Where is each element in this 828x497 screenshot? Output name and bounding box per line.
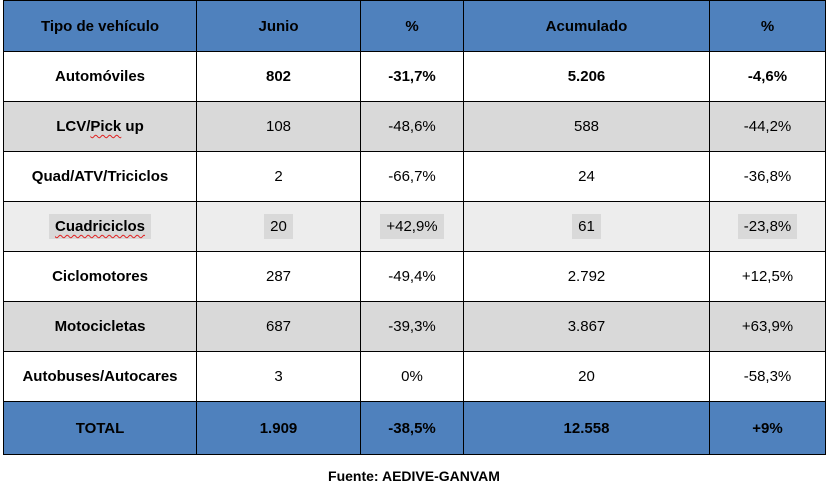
- june-cell: 20: [196, 201, 361, 252]
- cumulative-cell: 5.206: [463, 51, 710, 102]
- cumulative-percent-cell: +63,9%: [709, 301, 826, 352]
- cumulative-percent-cell: -4,6%: [709, 51, 826, 102]
- cumulative-cell: 24: [463, 151, 710, 202]
- header-june-percent: %: [360, 0, 464, 52]
- vehicle-sales-table: Tipo de vehículo Junio % Acumulado % Aut…: [3, 0, 826, 455]
- vehicle-type-cell: Motocicletas: [3, 301, 197, 352]
- total-cumulative-percent: +9%: [709, 401, 826, 455]
- june-cell: 3: [196, 351, 361, 402]
- june-percent-cell: +42,9%: [360, 201, 464, 252]
- june-value: 20: [264, 214, 293, 239]
- table-row: Motocicletas 687 -39,3% 3.867 +63,9%: [3, 301, 826, 352]
- table-row: Autobuses/Autocares 3 0% 20 -58,3%: [3, 351, 826, 402]
- june-percent-value: +42,9%: [380, 214, 444, 239]
- total-june-percent: -38,5%: [360, 401, 464, 455]
- header-june: Junio: [196, 0, 361, 52]
- vehicle-type-label: Cuadriciclos: [48, 214, 152, 239]
- header-cumulative: Acumulado: [463, 0, 710, 52]
- cumulative-value: 61: [572, 214, 601, 239]
- june-cell: 108: [196, 101, 361, 152]
- cumulative-percent-cell: -44,2%: [709, 101, 826, 152]
- cumulative-percent-value: -23,8%: [737, 214, 798, 239]
- vehicle-type-cell: Autobuses/Autocares: [3, 351, 197, 402]
- table-row: Quad/ATV/Triciclos 2 -66,7% 24 -36,8%: [3, 151, 826, 202]
- june-percent-cell: -48,6%: [360, 101, 464, 152]
- cumulative-cell: 2.792: [463, 251, 710, 302]
- source-caption: Fuente: AEDIVE-GANVAM: [328, 468, 500, 484]
- vehicle-type-cell: Quad/ATV/Triciclos: [3, 151, 197, 202]
- table-row: Cuadriciclos 20 +42,9% 61 -23,8%: [3, 201, 826, 252]
- cumulative-percent-cell: -36,8%: [709, 151, 826, 202]
- spellcheck-word: Pick: [90, 118, 122, 135]
- cumulative-cell: 588: [463, 101, 710, 152]
- june-percent-cell: -39,3%: [360, 301, 464, 352]
- table-row: Ciclomotores 287 -49,4% 2.792 +12,5%: [3, 251, 826, 302]
- vehicle-type-cell: Automóviles: [3, 51, 197, 102]
- vehicle-type-cell: Cuadriciclos: [3, 201, 197, 252]
- june-cell: 802: [196, 51, 361, 102]
- total-june: 1.909: [196, 401, 361, 455]
- table-row: LCV/Pick up 108 -48,6% 588 -44,2%: [3, 101, 826, 152]
- header-cumulative-percent: %: [709, 0, 826, 52]
- header-vehicle-type: Tipo de vehículo: [3, 0, 197, 52]
- total-label: TOTAL: [3, 401, 197, 455]
- cumulative-cell: 3.867: [463, 301, 710, 352]
- june-cell: 687: [196, 301, 361, 352]
- cumulative-percent-cell: +12,5%: [709, 251, 826, 302]
- vehicle-type-cell: LCV/Pick up: [3, 101, 197, 152]
- june-percent-cell: -31,7%: [360, 51, 464, 102]
- june-cell: 2: [196, 151, 361, 202]
- june-percent-cell: -66,7%: [360, 151, 464, 202]
- table-row: Automóviles 802 -31,7% 5.206 -4,6%: [3, 51, 826, 102]
- cumulative-percent-cell: -23,8%: [709, 201, 826, 252]
- cumulative-percent-cell: -58,3%: [709, 351, 826, 402]
- total-cumulative: 12.558: [463, 401, 710, 455]
- total-row: TOTAL 1.909 -38,5% 12.558 +9%: [3, 401, 826, 455]
- june-cell: 287: [196, 251, 361, 302]
- cumulative-cell: 61: [463, 201, 710, 252]
- june-percent-cell: -49,4%: [360, 251, 464, 302]
- june-percent-cell: 0%: [360, 351, 464, 402]
- header-row: Tipo de vehículo Junio % Acumulado %: [3, 0, 826, 52]
- vehicle-type-cell: Ciclomotores: [3, 251, 197, 302]
- vehicle-type-label: LCV/Pick up: [56, 118, 144, 135]
- cumulative-cell: 20: [463, 351, 710, 402]
